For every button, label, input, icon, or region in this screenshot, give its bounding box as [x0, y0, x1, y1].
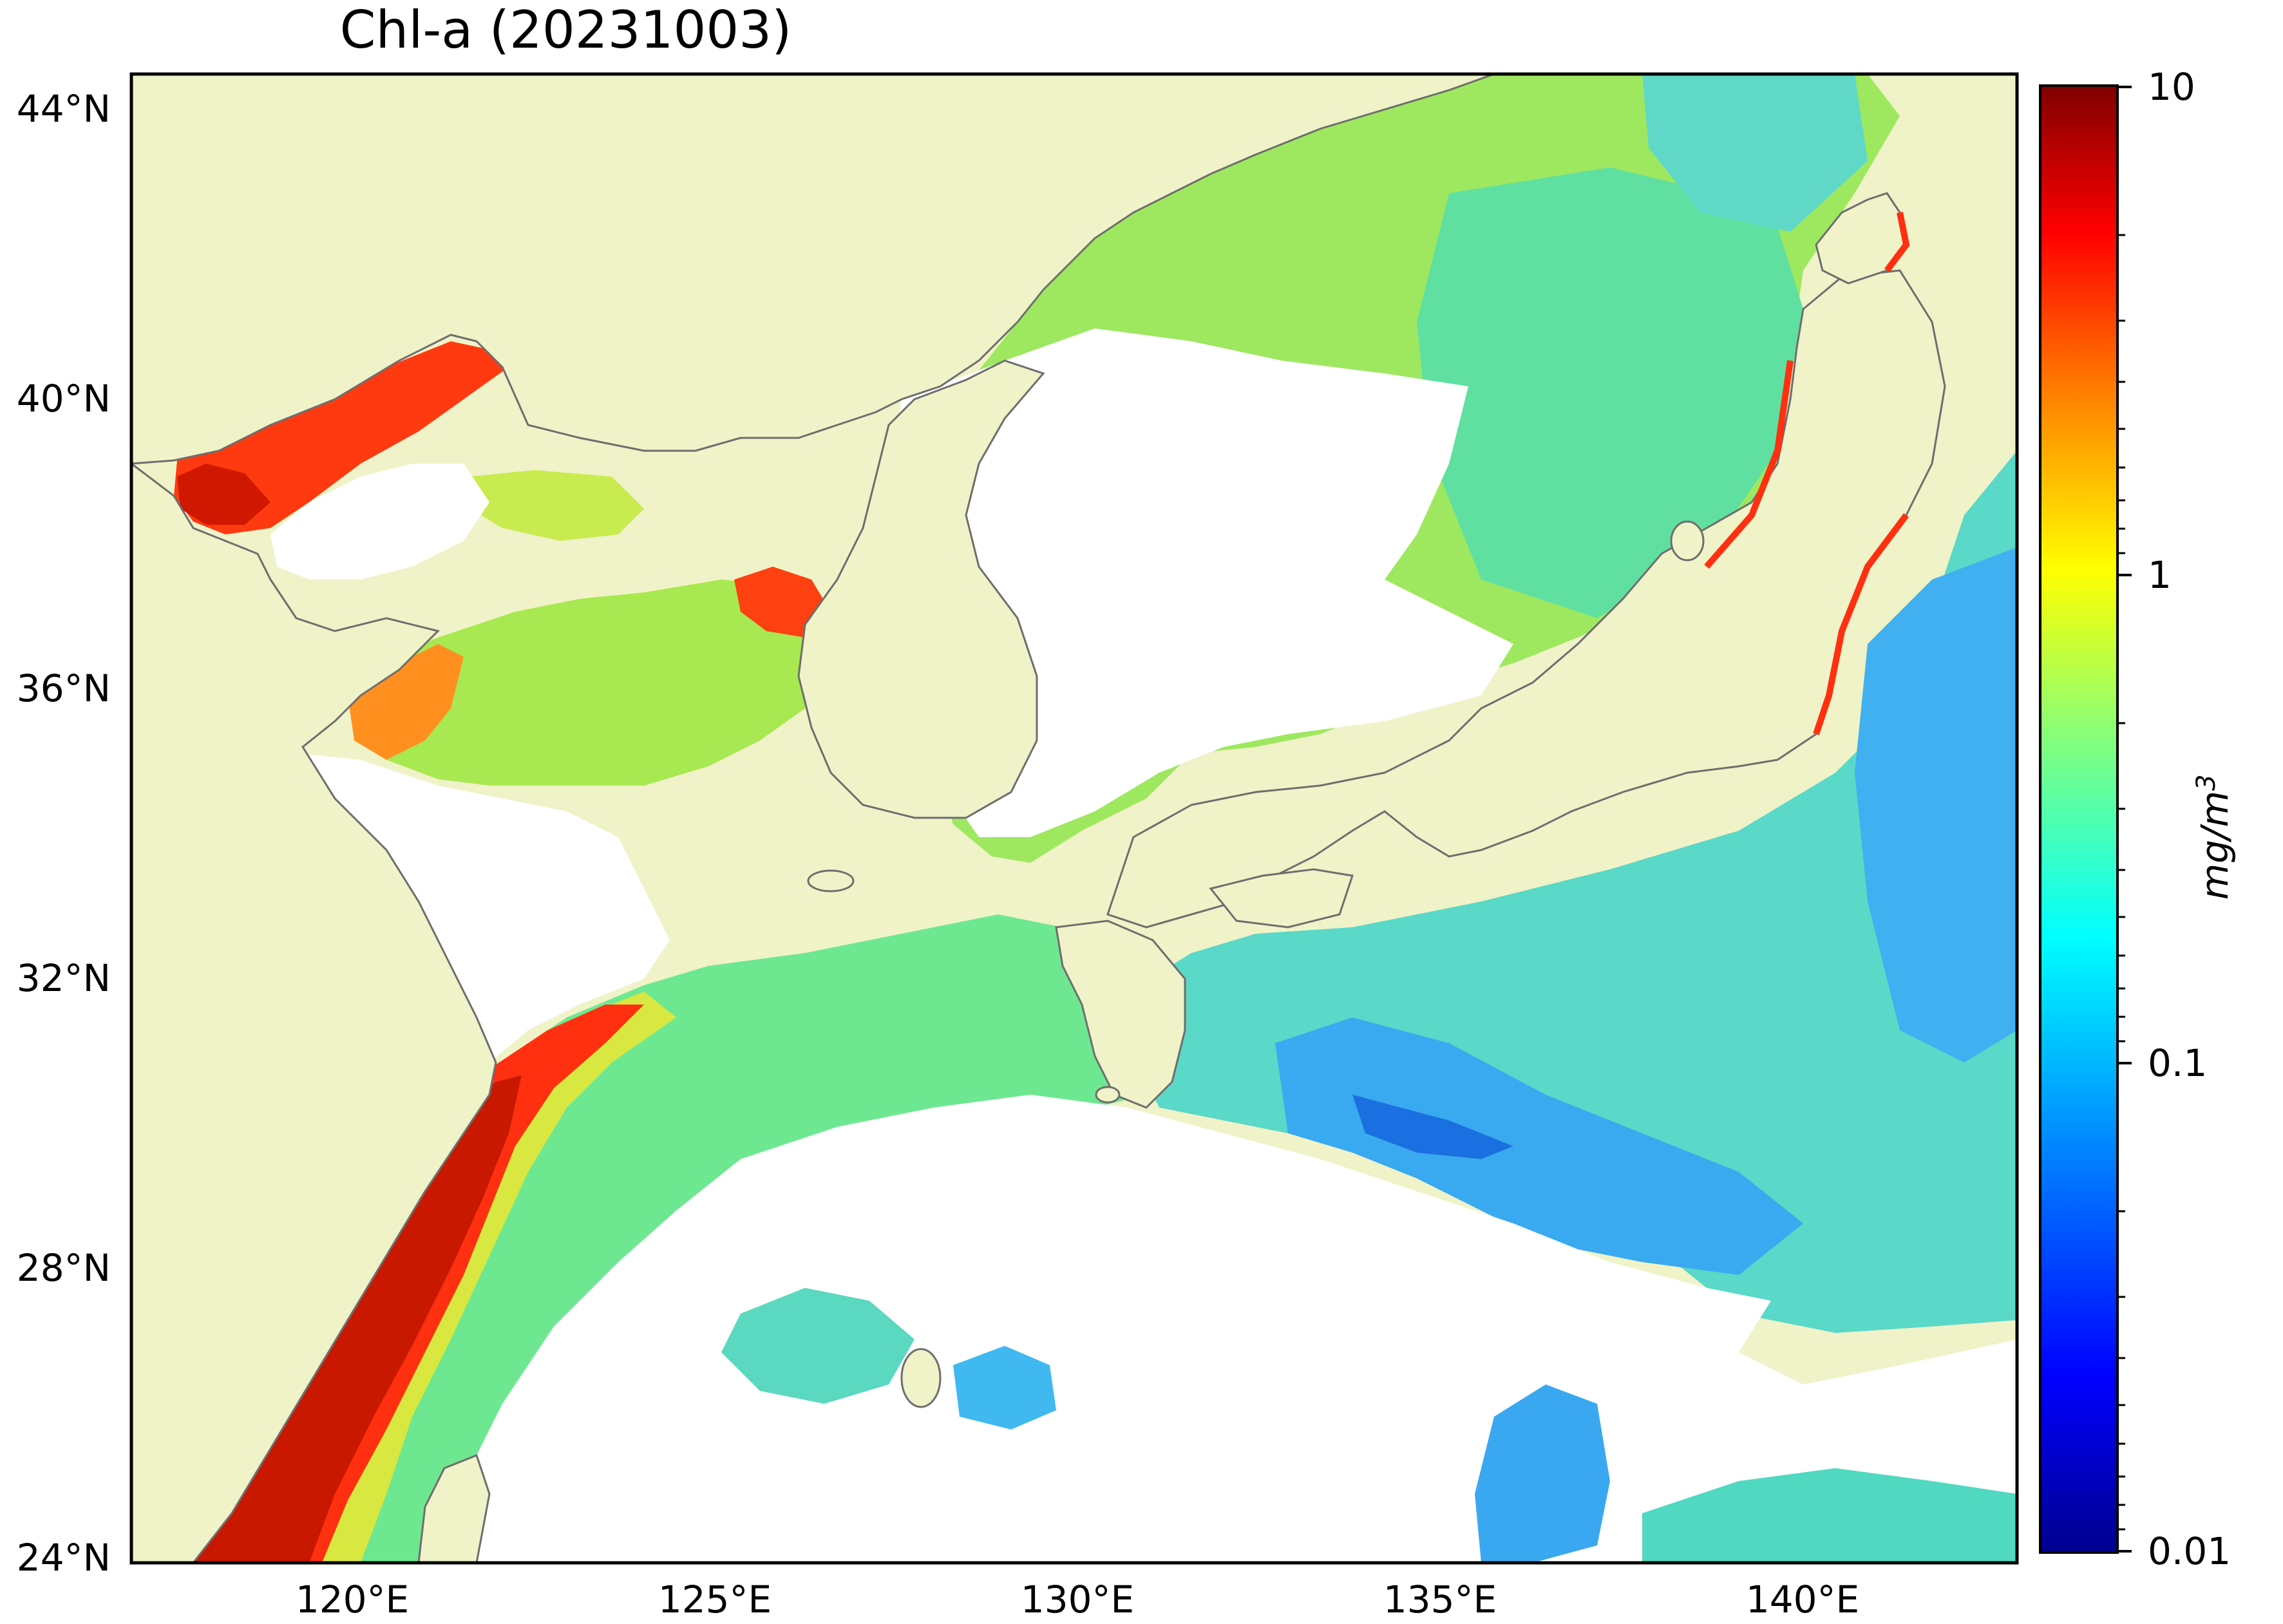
cloud-gap-bohai [270, 464, 489, 580]
lat-label: 24°N [16, 1536, 111, 1580]
lat-label: 36°N [16, 666, 111, 710]
yellow-sea-north-patch [470, 470, 644, 541]
land-taiwan [417, 1454, 491, 1563]
plot-frame [129, 72, 2019, 1565]
lon-label: 120°E [295, 1578, 410, 1621]
lat-label: 28°N [16, 1246, 111, 1290]
land-north-asia [131, 74, 1495, 465]
yellow-sea-orange [348, 644, 464, 760]
colorbar-unit-exponent: 3 [2191, 774, 2221, 791]
sea-japan-ne [1642, 74, 1868, 232]
pacific-east-blue [1855, 547, 2017, 1062]
land-china-mainland [131, 462, 497, 1563]
land-shikoku [1209, 868, 1354, 929]
sado-island [1670, 520, 1705, 562]
lat-label: 44°N [16, 87, 111, 131]
map-title: Chl-a (20231003) [339, 0, 792, 60]
okinawa-island [900, 1348, 942, 1408]
yakushima-island [1095, 1086, 1121, 1104]
ryukyu-blue-patch [953, 1346, 1056, 1430]
cloud-gap-south [451, 1095, 2017, 1563]
pacific-deep-blue [1352, 1095, 1513, 1159]
lat-label: 32°N [16, 956, 111, 1000]
colorbar-tick-label: 0.1 [2148, 1041, 2208, 1085]
lat-label: 40°N [16, 377, 111, 420]
lon-label: 130°E [1020, 1578, 1135, 1621]
colorbar-tick-label: 1 [2148, 553, 2172, 597]
lon-label: 125°E [658, 1578, 772, 1621]
pacific-blue-patch [1275, 1017, 1803, 1275]
colorbar-title: mg/m3 [2192, 775, 2237, 900]
colorbar [2039, 84, 2119, 1554]
land-kyushu [1055, 920, 1186, 1109]
colorbar-tick-label: 0.01 [2148, 1529, 2231, 1573]
bohai-bay-high-chl [174, 341, 509, 534]
haizhou-red [734, 567, 831, 637]
southeast-green-patch [1642, 1468, 2017, 1563]
land-korea [797, 359, 1045, 819]
bohai-bay-core [177, 464, 270, 525]
japan-coast-red [1704, 212, 1910, 735]
colorbar-unit: mg/m [2193, 791, 2237, 900]
yellow-sea-green [361, 580, 837, 786]
southeast-blue-patch [1475, 1384, 1610, 1563]
ryukyu-green-patch [721, 1288, 914, 1404]
lon-label: 135°E [1383, 1578, 1497, 1621]
cloud-gap-yellow-sea [296, 753, 670, 1062]
colorbar-ticks [2117, 86, 2132, 1553]
colorbar-minor-ticks [2117, 234, 2125, 1531]
colorbar-tick-label: 10 [2148, 65, 2195, 109]
sea-japan-east [1417, 167, 1803, 618]
cloud-gap-sea-japan [889, 328, 1513, 837]
jeju-island [807, 869, 855, 892]
lon-label: 140°E [1745, 1578, 1860, 1621]
